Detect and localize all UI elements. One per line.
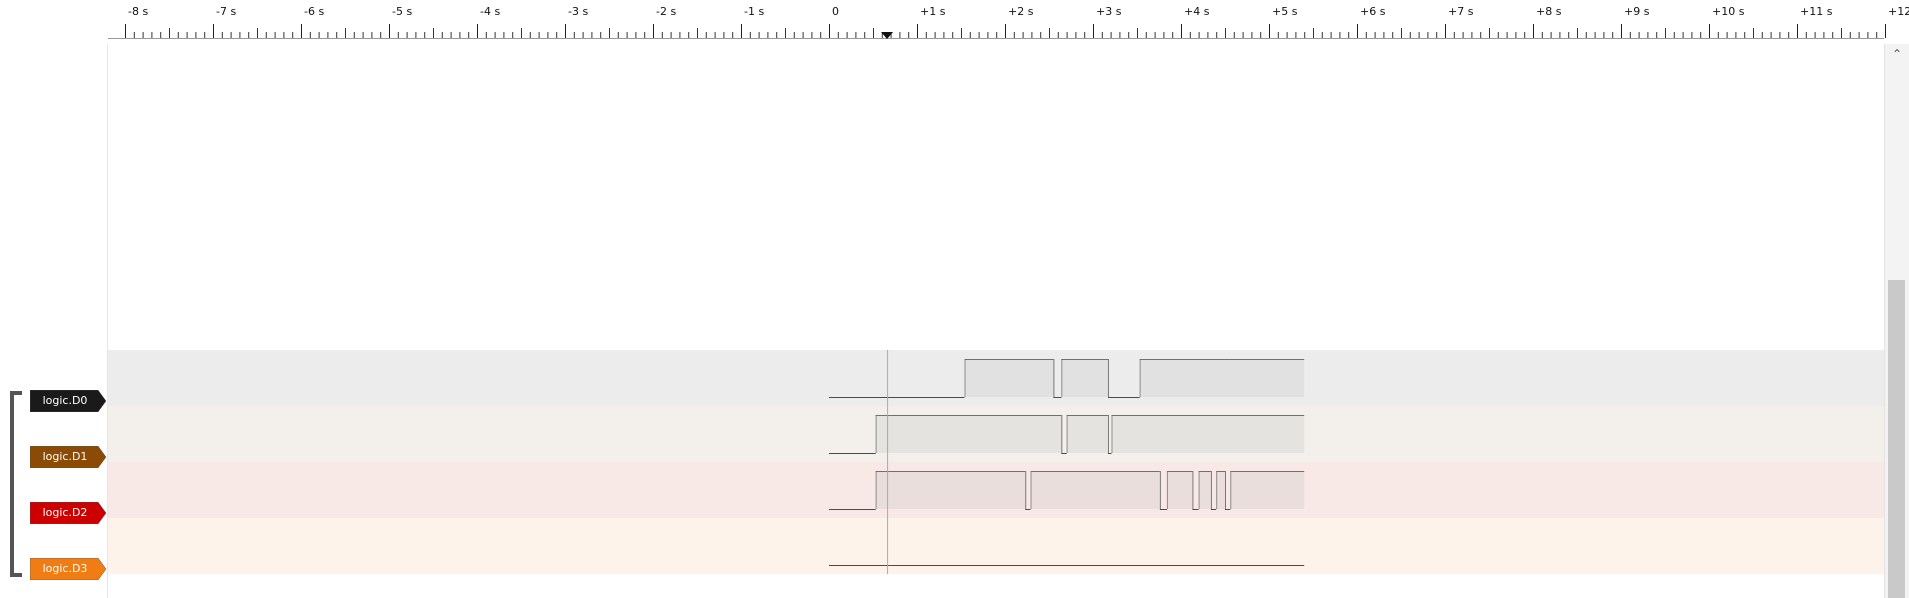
high-level-fill (1111, 415, 1305, 453)
channel-group-bracket (10, 391, 22, 577)
high-level-fill (1198, 471, 1211, 509)
channel-label-logic-D1[interactable]: logic.D1 (30, 446, 107, 468)
ruler-tick-label: +1 s (920, 5, 946, 18)
high-level-fill (1229, 359, 1305, 397)
ruler-tick-label: +6 s (1360, 5, 1386, 18)
ruler-tick-label: -3 s (568, 5, 588, 18)
high-level-fill (1166, 471, 1193, 509)
channel-label-text: logic.D1 (42, 450, 88, 463)
ruler-tick-label: +8 s (1536, 5, 1562, 18)
high-level-fill (1066, 415, 1108, 453)
ruler-tick-label: -4 s (480, 5, 500, 18)
cursor-marker-icon[interactable] (881, 32, 894, 39)
channel-tag-shape (30, 390, 107, 412)
channel-tag-shape (30, 558, 107, 580)
waveforms (829, 350, 1305, 574)
high-level-fill (1216, 471, 1225, 509)
channel-label-text: logic.D3 (42, 562, 88, 575)
ruler-tick-label: 0 (832, 5, 839, 18)
ruler-tick-label: +11 s (1800, 5, 1833, 18)
trace-area[interactable] (108, 44, 1884, 598)
ruler-tick-label: +2 s (1008, 5, 1034, 18)
ruler-tick-label: -1 s (744, 5, 764, 18)
channel-label-logic-D0[interactable]: logic.D0 (30, 390, 107, 412)
channel-lane[interactable] (108, 518, 1884, 574)
high-level-fill (964, 359, 1054, 397)
waveform-logic-D0 (829, 359, 1305, 398)
ruler-tick-label: +3 s (1096, 5, 1122, 18)
channel-label-logic-D2[interactable]: logic.D2 (30, 502, 107, 524)
vertical-scrollbar[interactable]: ⌃ (1884, 44, 1909, 598)
ruler-tick-label: +10 s (1712, 5, 1745, 18)
high-level-fill (1139, 359, 1230, 397)
ruler-tick-label: +4 s (1184, 5, 1210, 18)
chevron-up-icon[interactable]: ⌃ (1891, 47, 1903, 61)
high-level-fill (875, 471, 1026, 509)
channel-tag-shape (30, 446, 107, 468)
ruler-tick-label: -5 s (392, 5, 412, 18)
waveform-logic-D1 (829, 415, 1305, 454)
high-level-fill (1230, 471, 1305, 509)
ruler-tick-label: +7 s (1448, 5, 1474, 18)
ruler-tick-label: -8 s (128, 5, 148, 18)
waveform-logic-D2 (829, 471, 1305, 510)
time-ruler[interactable]: -8 s -7 s -6 s -5 s -4 s -3 s -2 s -1 s 0 +1 s +2 … (0, 0, 1909, 44)
channel-tag-shape (30, 502, 107, 524)
channel-label-logic-D3[interactable]: logic.D3 (30, 558, 107, 580)
ruler-tick-label: -6 s (304, 5, 324, 18)
scroll-thumb[interactable] (1888, 280, 1905, 598)
ruler-tick-label: +5 s (1272, 5, 1298, 18)
ruler-tick-label: +12 s (1888, 5, 1909, 18)
channel-label-text: logic.D2 (42, 506, 88, 519)
ruler-tick-label: +9 s (1624, 5, 1650, 18)
high-level-fill (1030, 471, 1160, 509)
high-level-fill (1061, 359, 1108, 397)
high-level-fill (875, 415, 1062, 453)
ruler-tick-label: -2 s (656, 5, 676, 18)
ruler-tick-label: -7 s (216, 5, 236, 18)
channel-label-text: logic.D0 (42, 394, 88, 407)
